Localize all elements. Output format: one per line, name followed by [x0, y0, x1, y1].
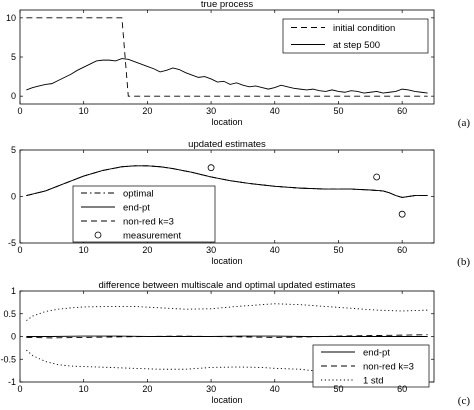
- x-tick-label: 40: [270, 106, 280, 116]
- legend-label: optimal: [123, 189, 154, 200]
- measurement-point: [398, 210, 406, 218]
- series-non-red-k-3-line: [26, 334, 428, 339]
- series-group: [26, 17, 428, 97]
- x-tick-label: 0: [17, 384, 22, 394]
- panel-label: (c): [458, 395, 471, 407]
- x-tick-label: 30: [206, 384, 216, 394]
- x-axis-label: location: [211, 117, 242, 127]
- x-tick-label: 10: [79, 106, 89, 116]
- panel-label: (b): [457, 256, 470, 268]
- legend-label: non-red k=3: [123, 217, 174, 228]
- y-tick-label: 0: [11, 332, 16, 342]
- x-tick-label: 20: [142, 245, 152, 255]
- panel-1: [19, 9, 435, 105]
- x-axis-label: location: [211, 395, 242, 405]
- panel-3: [19, 290, 435, 388]
- measurement-point: [207, 164, 215, 172]
- series-group: [26, 303, 428, 374]
- x-tick-label: 50: [333, 384, 343, 394]
- x-tick-label: 0: [17, 245, 22, 255]
- legend-label: at step 500: [333, 40, 380, 51]
- legend-label: end-pt: [123, 203, 150, 214]
- series-1-std-line: [26, 303, 428, 321]
- y-tick-label: 5: [11, 145, 16, 155]
- legend-box: [72, 185, 216, 243]
- series-band-3-line: [26, 349, 428, 374]
- panel-2: [19, 149, 435, 244]
- y-tick-label: -0.5: [0, 354, 16, 364]
- legend: [312, 344, 430, 388]
- x-tick-label: 20: [142, 106, 152, 116]
- panel-label: (a): [458, 117, 471, 129]
- series-at-step-500-line: [26, 58, 428, 94]
- legend: [282, 18, 429, 54]
- x-tick-label: 10: [79, 384, 89, 394]
- series-non-red-k-3-line: [26, 165, 428, 198]
- x-tick-label: 40: [270, 245, 280, 255]
- x-tick-label: 0: [17, 106, 22, 116]
- measurement-point: [373, 173, 381, 181]
- x-tick-label: 20: [142, 384, 152, 394]
- x-axis-label: location: [211, 256, 242, 266]
- x-tick-label: 50: [333, 245, 343, 255]
- legend-box: [282, 18, 429, 54]
- legend-label: 1 std: [363, 376, 384, 387]
- legend-label: end-pt: [363, 348, 390, 359]
- chart-title: true process: [201, 0, 254, 10]
- y-tick-label: 0: [11, 91, 16, 101]
- legend-marker: [94, 231, 102, 239]
- y-tick-label: 10: [6, 13, 16, 23]
- y-tick-label: 1: [11, 286, 16, 296]
- legend-label: measurement: [123, 231, 181, 242]
- x-tick-label: 60: [397, 384, 407, 394]
- chart-title: difference between multiscale and optima…: [98, 280, 355, 291]
- x-tick-label: 60: [397, 106, 407, 116]
- y-tick-label: 5: [11, 52, 16, 62]
- y-tick-label: 0: [11, 192, 16, 202]
- x-tick-label: 40: [270, 384, 280, 394]
- legend-label: initial condition: [333, 23, 395, 34]
- chart-title: updated estimates: [188, 139, 266, 150]
- legend: [72, 185, 216, 243]
- x-tick-label: 60: [397, 245, 407, 255]
- y-tick-label: -1: [8, 377, 16, 387]
- x-tick-label: 30: [206, 106, 216, 116]
- y-tick-label: 0.5: [3, 309, 16, 319]
- x-tick-label: 10: [79, 245, 89, 255]
- x-tick-label: 30: [206, 245, 216, 255]
- y-tick-label: -5: [8, 238, 16, 248]
- x-tick-label: 50: [333, 106, 343, 116]
- series-group: [26, 164, 428, 218]
- legend-label: non-red k=3: [363, 362, 414, 373]
